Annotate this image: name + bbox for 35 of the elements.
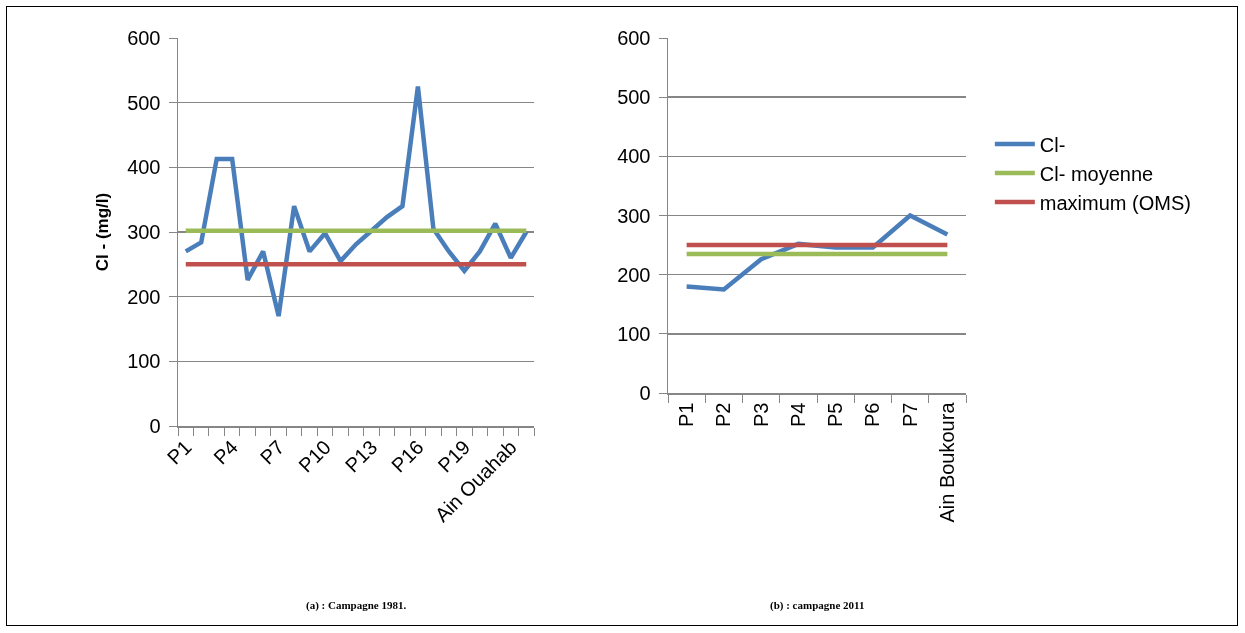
x-tick-label: P4: [786, 402, 809, 427]
y-tick-label: 400: [127, 156, 161, 179]
y-tick-label: 100: [617, 322, 651, 345]
y-tick-label: 400: [617, 145, 651, 168]
x-tick-label: P16: [387, 435, 428, 477]
x-tick-label: P13: [340, 435, 382, 477]
y-tick-label: 0: [639, 382, 651, 404]
y-tick-label: 300: [127, 221, 161, 243]
x-tick-label: P7: [898, 402, 921, 427]
legend-label: Cl- moyenne: [1039, 162, 1154, 185]
y-tick-label: 0: [149, 415, 161, 437]
line-series: [183, 84, 529, 319]
x-tick-label: P10: [294, 435, 335, 477]
legend-label: maximum (OMS): [1039, 191, 1191, 214]
y-tick-label: 100: [127, 350, 161, 373]
y-tick-label: 600: [127, 27, 161, 49]
y-tick-label: 500: [617, 86, 651, 109]
x-tick-label: P6: [861, 402, 884, 427]
text: (a) : Campagne 1981.: [306, 599, 407, 612]
x-tick-label: P3: [749, 402, 772, 427]
y-tick-label: 300: [617, 204, 651, 227]
x-tick-label: P2: [712, 402, 735, 427]
legend-label: Cl-: [1039, 133, 1066, 156]
x-tick-label: Ain Boukoura: [935, 401, 958, 523]
x-tick-label: P4: [209, 435, 243, 469]
x-tick-label: P7: [255, 435, 289, 469]
x-tick-label: P1: [162, 435, 196, 469]
x-tick-label: P5: [824, 402, 847, 427]
text: (b) : campagne 2011: [770, 599, 865, 612]
y-tick-label: 600: [617, 27, 651, 49]
y-tick-label: 200: [127, 285, 161, 308]
y-tick-label: 500: [127, 91, 161, 114]
x-tick-label: P1: [675, 402, 698, 427]
y-axis-title: Cl - (mg/l): [92, 192, 112, 272]
y-tick-label: 200: [617, 263, 651, 286]
